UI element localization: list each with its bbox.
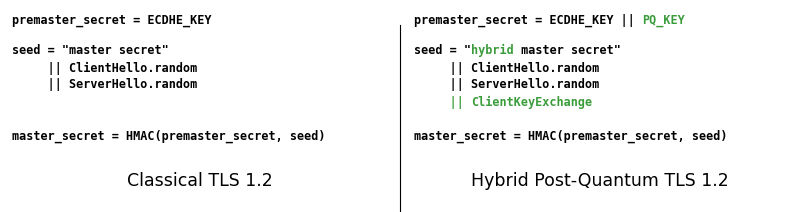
Text: ||: || xyxy=(414,96,471,109)
Text: seed = ": seed = " xyxy=(414,44,471,57)
Text: hybrid: hybrid xyxy=(471,44,514,57)
Text: || ServerHello.random: || ServerHello.random xyxy=(414,78,599,91)
Text: Classical TLS 1.2: Classical TLS 1.2 xyxy=(127,172,273,190)
Text: master_secret = HMAC(premaster_secret, seed): master_secret = HMAC(premaster_secret, s… xyxy=(12,130,326,143)
Text: seed = "master secret": seed = "master secret" xyxy=(12,44,169,57)
Text: Hybrid Post-Quantum TLS 1.2: Hybrid Post-Quantum TLS 1.2 xyxy=(471,172,729,190)
Text: master_secret = HMAC(premaster_secret, seed): master_secret = HMAC(premaster_secret, s… xyxy=(414,130,727,143)
Text: ClientKeyExchange: ClientKeyExchange xyxy=(471,96,592,109)
Text: || ServerHello.random: || ServerHello.random xyxy=(12,78,198,91)
Text: || ClientHello.random: || ClientHello.random xyxy=(12,62,198,75)
Text: premaster_secret = ECDHE_KEY ||: premaster_secret = ECDHE_KEY || xyxy=(414,14,642,27)
Text: PQ_KEY: PQ_KEY xyxy=(642,14,685,27)
Text: master secret": master secret" xyxy=(514,44,621,57)
Text: premaster_secret = ECDHE_KEY: premaster_secret = ECDHE_KEY xyxy=(12,14,211,27)
Text: || ClientHello.random: || ClientHello.random xyxy=(414,62,599,75)
